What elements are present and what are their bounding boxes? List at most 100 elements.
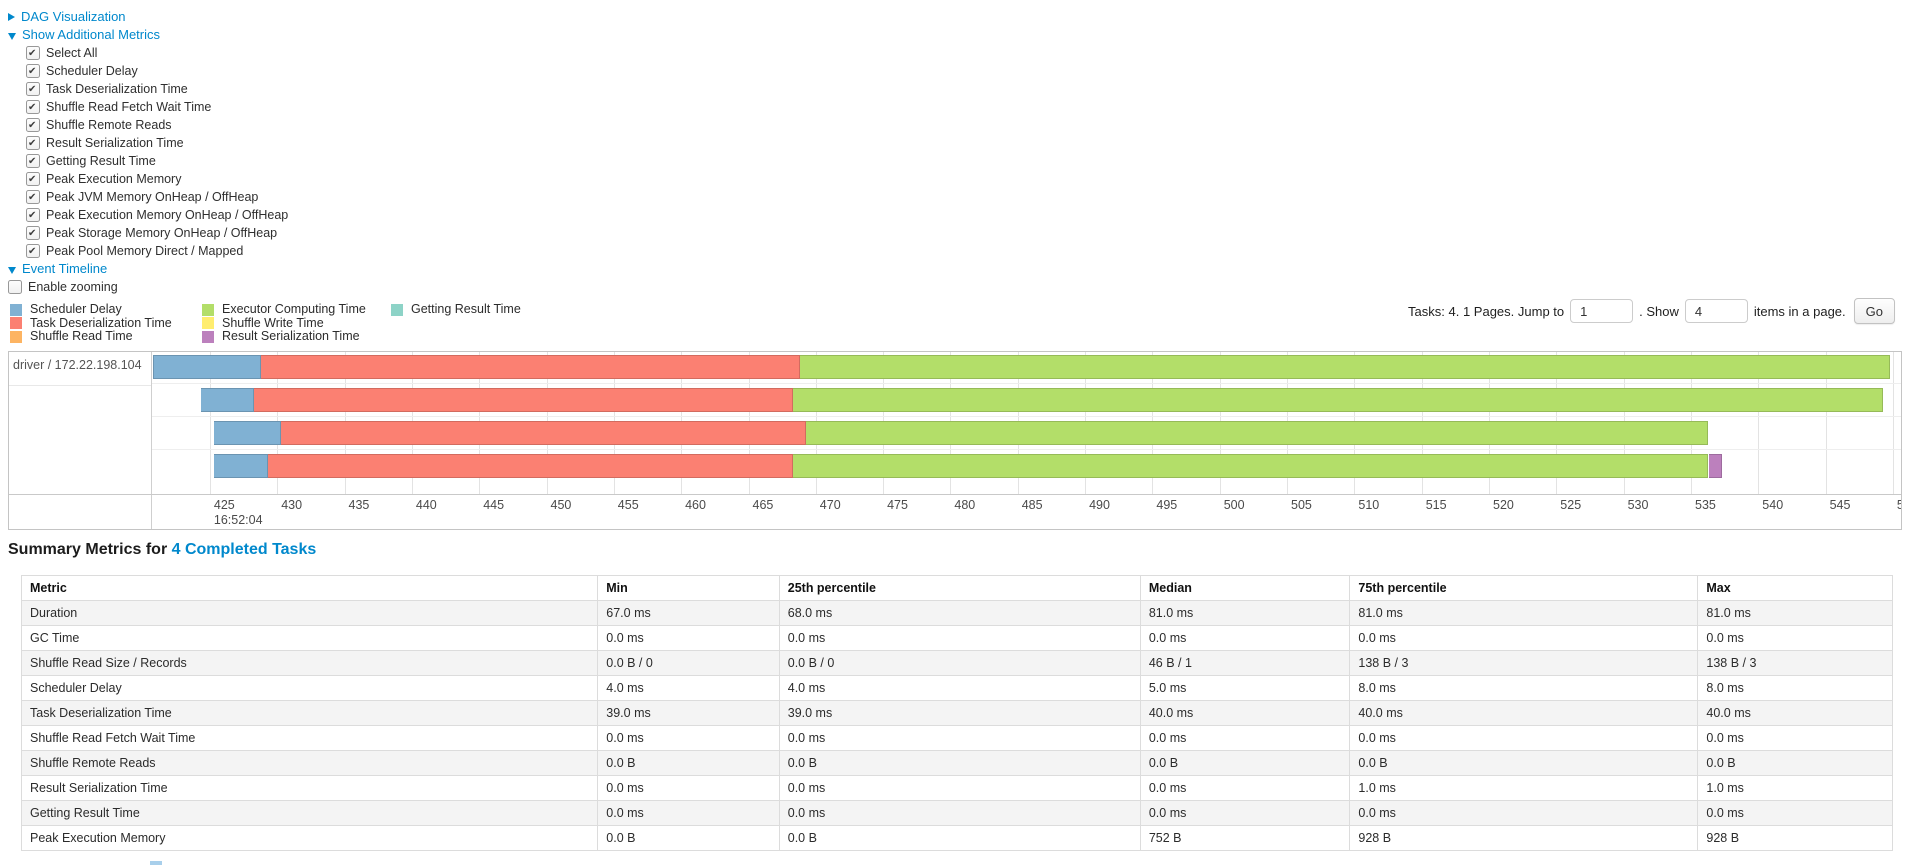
dag-visualization-toggle[interactable]: DAG Visualization — [8, 8, 288, 26]
metric-value-cell: 0.0 B / 0 — [778, 650, 1141, 676]
metric-value-cell: 0.0 B — [778, 825, 1141, 851]
completed-tasks-link[interactable]: 4 Completed Tasks — [171, 541, 317, 558]
event-timeline-toggle[interactable]: Event Timeline — [8, 260, 288, 278]
timeline-bar-segment-task_deserialization[interactable] — [281, 421, 807, 445]
metric-checkbox-label: Peak Storage Memory OnHeap / OffHeap — [46, 226, 278, 240]
go-button[interactable]: Go — [1853, 298, 1895, 324]
column-header: Metric — [20, 575, 599, 601]
column-header: Max — [1697, 575, 1893, 601]
metric-checkbox[interactable] — [26, 153, 40, 171]
jump-to-page-input[interactable] — [1570, 299, 1634, 323]
axis-tick-label: 440 — [415, 498, 437, 512]
metric-checkbox[interactable] — [26, 207, 40, 225]
metric-name-cell: GC Time — [20, 625, 599, 651]
timeline-bar-segment-executor_computing[interactable] — [799, 355, 1891, 379]
dag-visualization-link[interactable]: DAG Visualization — [21, 9, 126, 24]
metric-value-cell: 67.0 ms — [597, 600, 780, 626]
axis-tick-label: 460 — [685, 498, 706, 512]
metric-checkbox[interactable] — [26, 117, 40, 135]
metric-checkbox-row: Shuffle Remote Reads — [8, 116, 288, 135]
metric-value-cell: 0.0 ms — [1349, 625, 1699, 651]
metric-checkbox[interactable] — [26, 99, 40, 117]
metric-value-cell: 0.0 ms — [778, 775, 1141, 801]
legend-item: Shuffle Read Time — [10, 329, 202, 344]
table-row: Scheduler Delay 4.0 ms 4.0 ms 5.0 ms 8.0 ms 8… — [20, 675, 1893, 701]
metric-value-cell: 0.0 B / 0 — [597, 650, 780, 676]
metric-value-cell: 0.0 ms — [597, 725, 780, 751]
metric-checkbox[interactable] — [26, 81, 40, 99]
metric-value-cell: 68.0 ms — [778, 600, 1141, 626]
timeline-bar-segment-scheduler_delay[interactable] — [200, 388, 255, 412]
legend-label: Scheduler Delay — [30, 302, 122, 316]
metric-value-cell: 0.0 B — [778, 750, 1141, 776]
metric-checkbox-row: Scheduler Delay — [8, 62, 288, 81]
axis-tick-label: 525 — [1560, 498, 1582, 512]
enable-zooming-checkbox[interactable] — [8, 280, 22, 294]
legend-swatch — [10, 303, 22, 316]
axis-tick-label: 435 — [348, 498, 370, 512]
metric-checkbox[interactable] — [26, 171, 40, 189]
metric-checkbox-label: Peak Execution Memory — [46, 172, 182, 186]
timeline-bar-segment-task_deserialization[interactable] — [254, 388, 793, 412]
timeline-bar-segment-result_serialization[interactable] — [1708, 454, 1722, 478]
axis-tick-label: 505 — [1291, 498, 1312, 512]
metric-checkbox-label: Shuffle Read Fetch Wait Time — [46, 100, 212, 114]
metric-value-cell: 1.0 ms — [1349, 775, 1699, 801]
pagination-bar: Tasks: 4. 1 Pages. Jump to . Show items … — [1408, 297, 1895, 325]
metric-checkbox[interactable] — [26, 135, 40, 153]
metric-checkbox-row: Shuffle Read Fetch Wait Time — [8, 98, 288, 117]
metric-value-cell: 0.0 ms — [597, 800, 780, 826]
legend-item: Scheduler Delay — [10, 302, 202, 317]
event-timeline-link[interactable]: Event Timeline — [22, 261, 108, 276]
metric-value-cell: 928 B — [1349, 825, 1699, 851]
timeline-bar-segment-scheduler_delay[interactable] — [213, 421, 282, 445]
metric-value-cell: 8.0 ms — [1349, 675, 1699, 701]
timeline-bar-segment-scheduler_delay[interactable] — [153, 355, 261, 379]
metric-value-cell: 0.0 B — [1697, 750, 1893, 776]
timeline-bar-segment-executor_computing[interactable] — [806, 421, 1709, 445]
metric-value-cell: 0.0 ms — [1349, 725, 1699, 751]
timeline-bar-segment-executor_computing[interactable] — [792, 454, 1709, 478]
summary-metrics-table: Metric Min 25th percentile Median 75th perce… — [20, 575, 1893, 851]
legend-swatch — [10, 317, 22, 330]
gridline — [1758, 352, 1760, 494]
axis-tick-label: 545 — [1829, 498, 1851, 512]
table-header-row: Metric Min 25th percentile Median 75th perce… — [20, 575, 1893, 601]
legend-label: Executor Computing Time — [222, 302, 366, 316]
legend-item: Result Serialization Time — [202, 329, 391, 344]
column-header: 25th percentile — [778, 575, 1141, 601]
metric-value-cell: 81.0 ms — [1349, 600, 1699, 626]
legend-item: Task Deserialization Time — [10, 316, 202, 331]
metric-value-cell: 0.0 ms — [778, 625, 1141, 651]
table-row: Getting Result Time 0.0 ms 0.0 ms 0.0 ms 0.0… — [20, 800, 1893, 826]
metric-value-cell: 81.0 ms — [1697, 600, 1893, 626]
table-row: Task Deserialization Time 39.0 ms 39.0 ms 4… — [20, 700, 1893, 726]
metric-checkbox[interactable] — [26, 189, 40, 207]
metric-checkbox[interactable] — [26, 243, 40, 261]
metric-value-cell: 0.0 ms — [1697, 800, 1893, 826]
metric-value-cell: 5.0 ms — [1139, 675, 1351, 701]
axis-tick-label: 500 — [1223, 498, 1245, 512]
timeline-bar-segment-executor_computing[interactable] — [792, 388, 1884, 412]
metric-checkbox-row: Peak Execution Memory — [8, 170, 288, 189]
metric-value-cell: 0.0 B — [597, 750, 780, 776]
axis-tick-label: 450 — [550, 498, 572, 512]
metric-value-cell: 40.0 ms — [1349, 700, 1699, 726]
metric-checkbox[interactable] — [26, 45, 40, 63]
metric-value-cell: 40.0 ms — [1697, 700, 1893, 726]
items-per-page-input[interactable] — [1684, 299, 1748, 323]
metric-checkbox[interactable] — [26, 63, 40, 81]
timeline-bar-segment-task_deserialization[interactable] — [267, 454, 793, 478]
metric-checkbox-row: Select All — [8, 44, 288, 63]
table-row: Shuffle Read Size / Records 0.0 B / 0 0.0 … — [20, 650, 1893, 676]
show-additional-metrics-toggle[interactable]: Show Additional Metrics — [8, 26, 288, 44]
event-timeline-chart: driver / 172.22.198.104 425 430 435 440 445 4… — [8, 351, 1902, 530]
expanded-arrow-icon — [8, 32, 16, 40]
metric-checkbox[interactable] — [26, 225, 40, 243]
show-additional-metrics-link[interactable]: Show Additional Metrics — [22, 27, 161, 42]
metric-checkbox-row: Getting Result Time — [8, 152, 288, 171]
legend-item: Executor Computing Time — [202, 302, 391, 317]
timeline-bar-segment-scheduler_delay[interactable] — [213, 454, 268, 478]
timeline-bar-segment-task_deserialization[interactable] — [261, 355, 800, 379]
metric-name-cell: Duration — [20, 600, 599, 626]
